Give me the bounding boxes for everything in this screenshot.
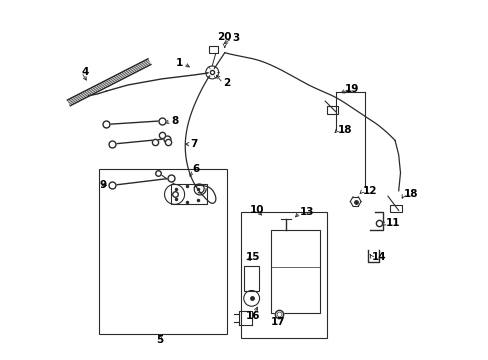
Bar — [271, 230, 319, 313]
Text: 11: 11 — [386, 218, 400, 228]
Text: 2: 2 — [223, 78, 230, 88]
Text: 18: 18 — [337, 125, 351, 135]
Text: 7: 7 — [190, 139, 198, 149]
Text: 9: 9 — [99, 180, 106, 190]
Bar — [389, 205, 401, 212]
Bar — [241, 212, 326, 338]
Text: 10: 10 — [249, 206, 264, 216]
Text: 17: 17 — [271, 317, 285, 327]
Text: 12: 12 — [362, 186, 377, 196]
Text: 16: 16 — [246, 311, 260, 321]
Text: 19: 19 — [344, 84, 359, 94]
Bar — [99, 169, 226, 334]
Text: 18: 18 — [403, 189, 418, 199]
Text: 13: 13 — [300, 207, 314, 217]
Text: 14: 14 — [371, 252, 386, 262]
Text: 4: 4 — [81, 67, 88, 77]
Text: 3: 3 — [231, 33, 239, 43]
Text: 20: 20 — [217, 32, 231, 41]
Text: 5: 5 — [156, 334, 163, 345]
Bar — [326, 107, 337, 114]
Text: 6: 6 — [192, 164, 199, 174]
Bar — [209, 45, 218, 53]
Text: 8: 8 — [171, 116, 178, 126]
Bar — [244, 266, 258, 291]
Text: 1: 1 — [176, 58, 183, 68]
Bar — [171, 184, 206, 204]
Text: 15: 15 — [246, 252, 260, 262]
